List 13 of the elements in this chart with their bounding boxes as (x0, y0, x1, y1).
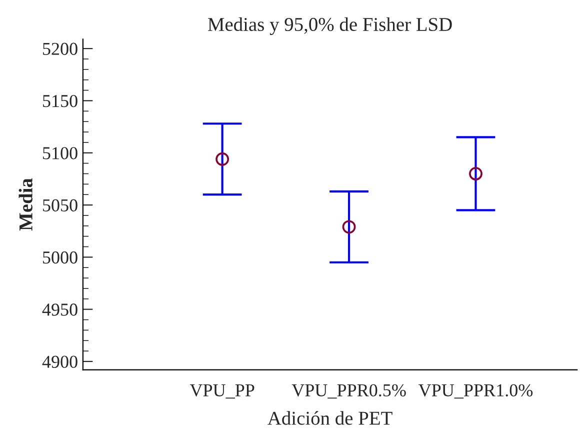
y-tick-label: 5150 (43, 94, 78, 108)
y-tick-label: 5200 (43, 42, 78, 55)
y-tick-label: 4900 (42, 356, 78, 368)
y-axis-title: Media (18, 178, 32, 231)
chart-title: Medias y 95,0% de Fisher LSD (208, 17, 452, 36)
x-tick-label: VPU_PPR0.5% (292, 384, 406, 399)
y-tick-label: 5100 (43, 147, 78, 160)
y-tick-label: 5000 (43, 251, 78, 264)
x-tick-label: VPU_PPR1.0% (418, 384, 533, 399)
y-tick-label: 5050 (43, 199, 78, 212)
x-tick-label: VPU_PP (190, 384, 254, 399)
y-tick-label: 4950 (42, 304, 78, 316)
x-axis-title: Adición de PET (268, 411, 392, 425)
